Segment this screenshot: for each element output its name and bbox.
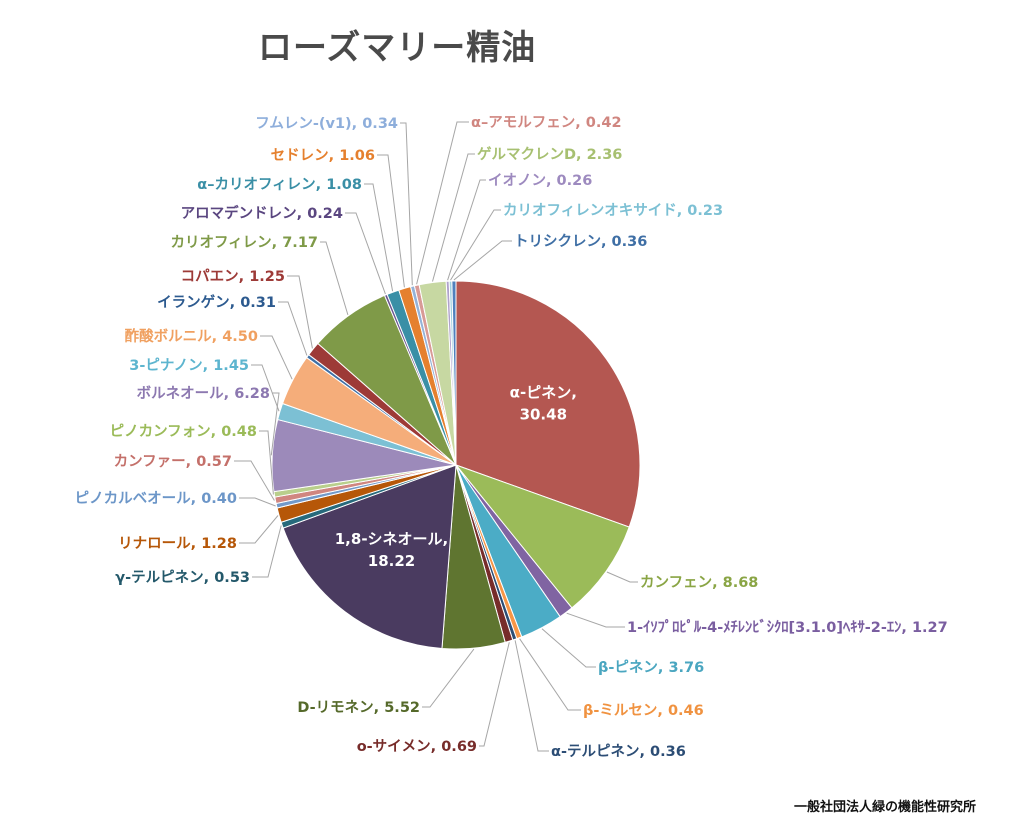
pie-slices: [271, 280, 641, 650]
slice-label-20: アロマデンドレン, 0.24: [181, 204, 343, 222]
leader-line-18: [287, 275, 313, 349]
leader-line-7: [422, 648, 475, 708]
slice-label-1: カンフェン, 8.68: [640, 574, 758, 591]
credit-text: 一般社団法人緑の機能性研究所: [793, 800, 976, 815]
leader-line-22: [377, 154, 405, 288]
slice-8: [282, 464, 457, 649]
leader-line-2: [566, 612, 625, 628]
slice-label-23: フムレン-(v1), 0.34: [255, 116, 398, 132]
leader-line-5: [514, 640, 549, 752]
slice-label-28: トリシクレン, 0.36: [514, 233, 647, 250]
chart-title: ローズマリー精油: [258, 28, 537, 68]
slice-label-15: 3-ピナノン, 1.45: [129, 357, 249, 374]
leader-line-4: [519, 638, 581, 711]
leader-line-21: [364, 183, 394, 292]
leader-line-1: [606, 571, 638, 583]
slice-28: [451, 280, 457, 466]
leader-line-17: [278, 301, 308, 356]
slice-label-14: ボルネオール, 6.28: [137, 385, 270, 402]
slice-labels: α-ピネン, 30.48 カンフェン, 8.68 1-ｲｿﾌﾟﾛﾋﾟﾙ-4-ﾒﾁﾚﾝﾋ…: [75, 115, 948, 760]
slice-label-8: 1,8-シネオール, 18.22: [335, 530, 449, 570]
slice-label-12: カンファー, 0.57: [114, 453, 232, 470]
slice-label-25: ゲルマクレンD, 2.36: [477, 145, 622, 163]
leader-line-28: [453, 240, 512, 281]
leader-line-19: [320, 241, 349, 316]
slice-label-3: β-ピネン, 3.76: [598, 659, 704, 676]
slice-1: [454, 463, 630, 609]
leader-line-10: [239, 515, 279, 544]
slice-0: [455, 280, 641, 528]
slice-label-4: β-ミルセン, 0.46: [583, 702, 704, 719]
slice-label-13: ピノカンフォン, 0.48: [110, 423, 257, 440]
slice-label-2: 1-ｲｿﾌﾟﾛﾋﾟﾙ-4-ﾒﾁﾚﾝﾋﾞｼｸﾛ[3.1.0]ﾍｷｻ-2-ｴﾝ, 1…: [627, 618, 948, 636]
slice-label-22: セドレン, 1.06: [271, 147, 375, 164]
leader-line-25: [432, 153, 475, 282]
leader-lines: [234, 121, 638, 752]
slice-label-5: α-テルピネン, 0.36: [551, 743, 686, 760]
leader-line-6: [479, 642, 510, 747]
leader-line-12: [234, 460, 275, 501]
slice-label-6: o-サイメン, 0.69: [357, 738, 477, 755]
leader-line-11: [239, 497, 276, 507]
leader-line-3: [541, 628, 596, 668]
slice-label-16: 酢酸ボルニル, 4.50: [125, 327, 258, 345]
slice-label-24: α–アモルフェン, 0.42: [471, 115, 622, 131]
slice-label-11: ピノカルベオール, 0.40: [75, 490, 237, 507]
leader-line-15: [251, 364, 280, 412]
leader-line-14: [270, 392, 280, 456]
slice-label-18: コパエン, 1.25: [181, 268, 285, 285]
slice-label-19: カリオフィレン, 7.17: [170, 234, 318, 251]
leader-line-20: [345, 212, 386, 295]
leader-line-26: [447, 179, 486, 281]
slice-label-0: α-ピネン, 30.48: [510, 384, 577, 424]
slice-label-21: α–カリオフィレン, 1.08: [197, 176, 362, 193]
leader-line-23: [400, 122, 413, 286]
slice-label-7: D-リモネン, 5.52: [297, 699, 420, 716]
slice-label-27: カリオフィレンオキサイド, 0.23: [503, 202, 723, 219]
leader-line-16: [260, 335, 293, 380]
slice-label-26: イオノン, 0.26: [488, 172, 592, 189]
leader-line-27: [450, 209, 501, 281]
slice-label-9: γ-テルピネン, 0.53: [115, 569, 250, 586]
slice-label-10: リナロール, 1.28: [118, 535, 237, 552]
leader-line-24: [416, 121, 469, 285]
leader-line-9: [252, 525, 282, 578]
leader-line-13: [259, 430, 274, 495]
slice-label-17: イランゲン, 0.31: [157, 293, 276, 311]
